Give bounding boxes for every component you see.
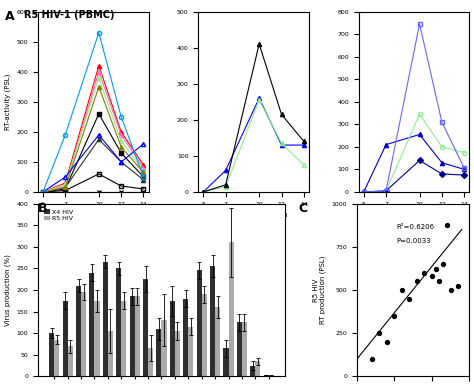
X-axis label: Days post-infection: Days post-infection (59, 212, 127, 218)
Bar (197, 270, 202, 376)
Bar (170, 301, 175, 376)
Bar (264, 375, 269, 376)
Text: R²=0.6206: R²=0.6206 (396, 224, 434, 230)
Point (420, 270, 428, 276)
Point (391, 313, 398, 319)
Point (447, 287, 455, 293)
Bar (228, 242, 234, 376)
Text: P=0.0033: P=0.0033 (396, 238, 431, 244)
Point (428, 273, 436, 279)
Text: C: C (299, 202, 308, 215)
Bar (255, 361, 260, 376)
Point (383, 339, 391, 345)
Bar (183, 299, 188, 376)
Bar (162, 320, 166, 376)
Bar (156, 329, 162, 376)
Bar (90, 273, 94, 376)
Bar (63, 301, 68, 376)
Point (439, 261, 447, 267)
Bar (143, 279, 148, 376)
Bar (129, 296, 135, 376)
Bar (103, 262, 108, 376)
Point (454, 283, 462, 290)
Bar (148, 348, 153, 376)
Bar (242, 322, 247, 376)
Y-axis label: Virus production (%): Virus production (%) (4, 254, 11, 326)
Bar (68, 346, 73, 376)
Point (375, 330, 383, 336)
Point (443, 222, 451, 228)
Y-axis label: R5 HIV
RT production (PSL): R5 HIV RT production (PSL) (313, 256, 326, 324)
Bar (135, 296, 140, 376)
Text: R5 HIV-1 (PBMC): R5 HIV-1 (PBMC) (24, 10, 114, 20)
Bar (188, 327, 193, 376)
Point (406, 296, 413, 302)
Bar (175, 331, 180, 376)
Bar (223, 348, 228, 376)
Bar (250, 366, 255, 376)
Point (432, 266, 439, 272)
Bar (210, 266, 215, 376)
Bar (49, 333, 54, 376)
Bar (108, 331, 113, 376)
Legend: X4 HIV, R5 HIV: X4 HIV, R5 HIV (41, 207, 75, 223)
Bar (94, 301, 100, 376)
X-axis label: Days post-infection: Days post-infection (220, 212, 287, 218)
Bar (81, 292, 86, 376)
Point (413, 278, 420, 284)
Point (436, 278, 443, 284)
Bar (116, 268, 121, 376)
Bar (215, 307, 220, 376)
Bar (237, 322, 242, 376)
Text: A: A (5, 10, 14, 23)
Y-axis label: RT-activity (PSL): RT-activity (PSL) (4, 74, 11, 130)
X-axis label: Days post-infection: Days post-infection (380, 212, 448, 218)
Text: B: B (38, 202, 47, 215)
Point (368, 356, 376, 362)
Bar (202, 294, 207, 376)
Bar (76, 286, 81, 376)
Bar (121, 301, 127, 376)
Point (398, 287, 406, 293)
Bar (54, 339, 59, 376)
